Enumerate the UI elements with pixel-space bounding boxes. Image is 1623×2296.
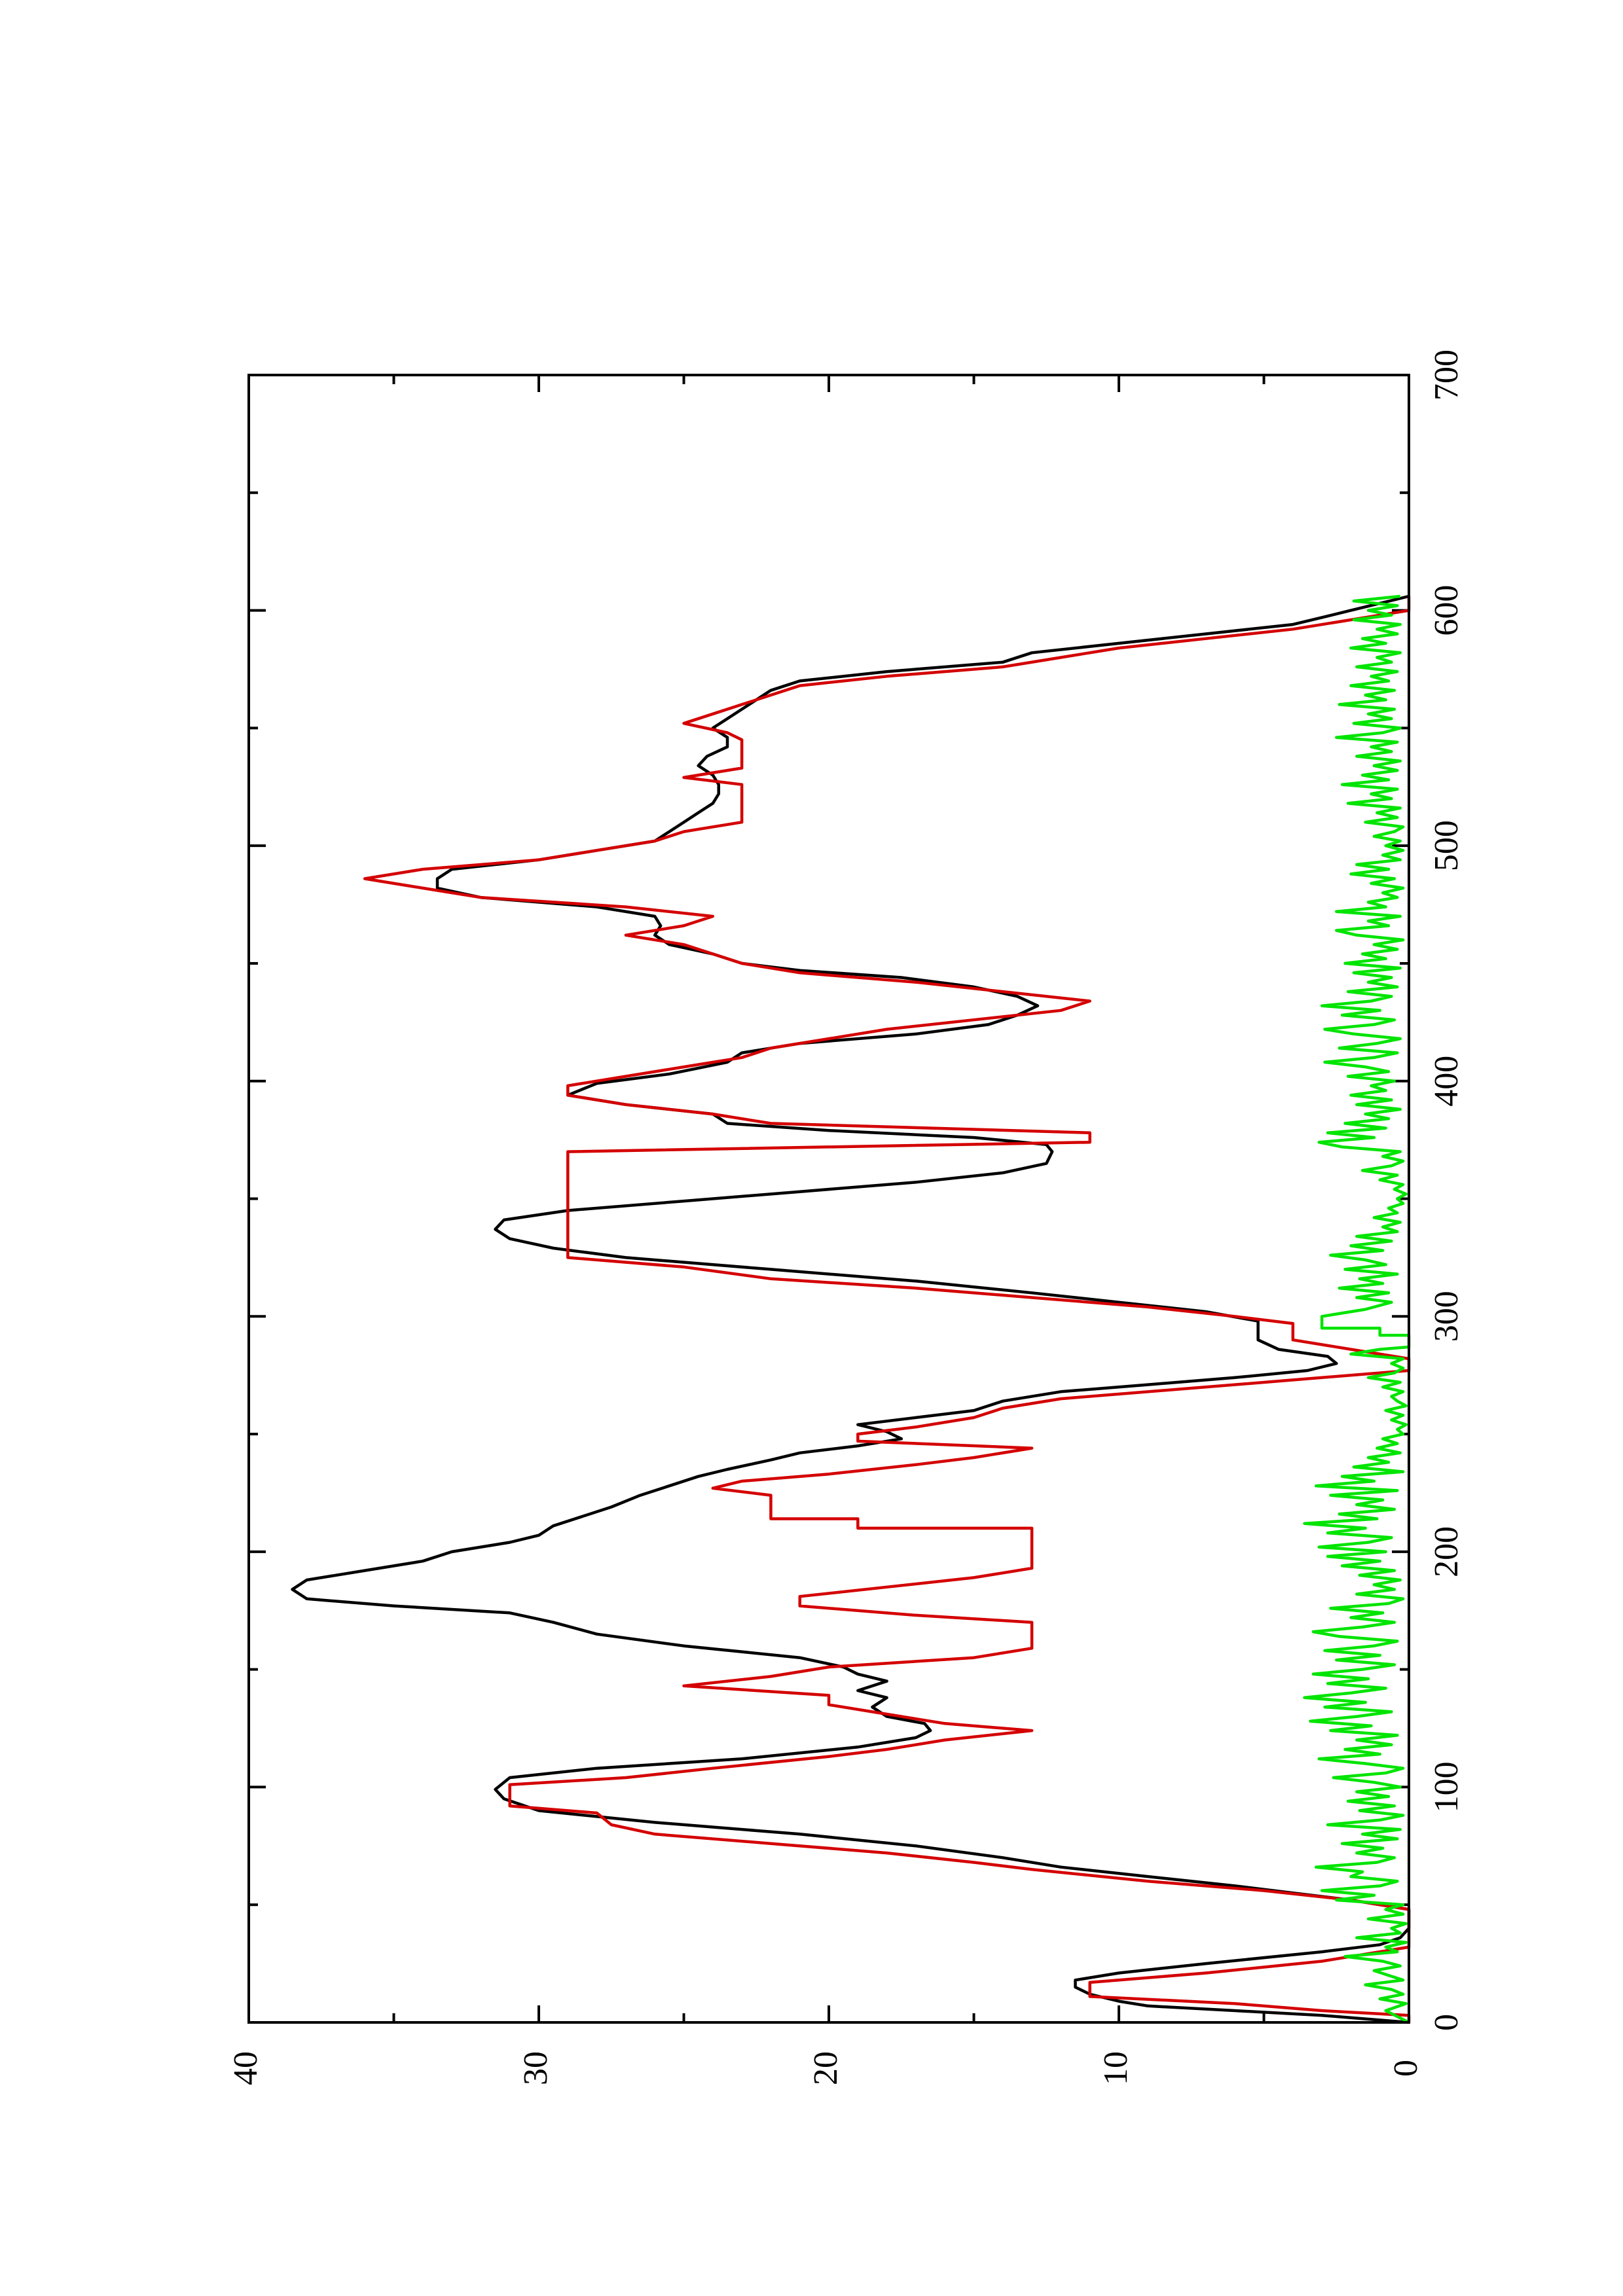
plot-frame bbox=[247, 374, 1410, 2024]
x-tick-label: 0 bbox=[1428, 2014, 1465, 2031]
y-tick-label: 40 bbox=[227, 2051, 264, 2085]
x-tick-label: 700 bbox=[1428, 350, 1465, 401]
y-tick-label: 10 bbox=[1097, 2051, 1135, 2085]
x-tick-label: 500 bbox=[1428, 820, 1465, 871]
series-lines bbox=[291, 594, 1411, 2024]
series-line-3 bbox=[1303, 594, 1411, 2024]
x-tick-label: 400 bbox=[1428, 1056, 1465, 1107]
y-tick-label: 30 bbox=[517, 2051, 555, 2085]
x-tick-label: 300 bbox=[1428, 1291, 1465, 1342]
y-tick-label: 0 bbox=[1387, 2060, 1425, 2077]
x-tick-label: 200 bbox=[1428, 1526, 1465, 1577]
y-tick-label: 20 bbox=[807, 2051, 845, 2085]
series-line-2 bbox=[363, 596, 1411, 2022]
x-tick-label: 600 bbox=[1428, 585, 1465, 636]
x-tick-label: 100 bbox=[1428, 1761, 1465, 1812]
series-line-1 bbox=[291, 594, 1411, 2024]
tick-labels: 0 100 200 300 400 500 600 700 0 10 20 30 40 bbox=[227, 350, 1465, 2085]
axis-ticks bbox=[247, 374, 1410, 2024]
